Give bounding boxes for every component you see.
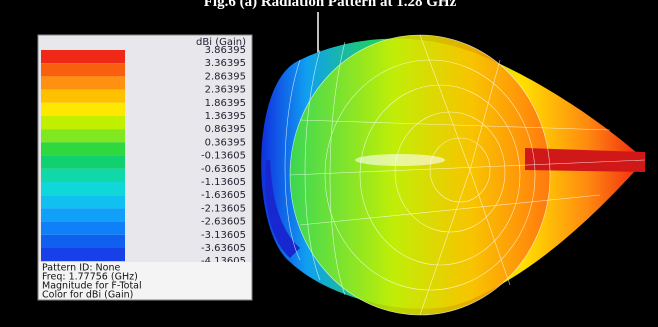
legend-swatch	[41, 142, 125, 155]
legend-label: -0.13605	[201, 151, 246, 162]
legend-label: 1.86395	[205, 98, 246, 109]
legend-label: 3.86395	[205, 45, 246, 56]
legend-label: 2.86395	[205, 71, 246, 82]
legend-label: -1.13605	[201, 177, 246, 188]
legend-swatch	[41, 76, 125, 89]
legend-label: -3.13605	[201, 230, 246, 241]
legend-swatch	[41, 169, 125, 182]
legend-label: 0.36395	[205, 137, 246, 148]
legend-label: 0.86395	[205, 124, 246, 135]
legend-swatch	[41, 208, 125, 221]
legend-label: -3.63605	[201, 243, 246, 254]
legend-swatch	[41, 103, 125, 116]
legend-label: -1.63605	[201, 190, 246, 201]
legend-swatch	[41, 182, 125, 195]
screenshot: Fig.6 (a) Radiation Pattern at 1.28 GHz …	[0, 0, 658, 327]
legend-label: -2.63605	[201, 217, 246, 228]
figure-title: Fig.6 (a) Radiation Pattern at 1.28 GHz	[204, 0, 457, 10]
info-line: Color for dBi (Gain)	[42, 290, 133, 301]
legend-swatch	[41, 156, 125, 169]
legend-swatch	[41, 235, 125, 248]
legend-swatch	[41, 222, 125, 235]
legend-swatch	[41, 90, 125, 103]
legend-label: 2.36395	[205, 85, 246, 96]
legend-swatch	[41, 116, 125, 129]
legend-swatch	[41, 63, 125, 76]
legend-swatch	[41, 195, 125, 208]
legend-label: -0.63605	[201, 164, 246, 175]
legend-label: 3.36395	[205, 58, 246, 69]
legend-swatch	[41, 248, 125, 261]
legend-label: 1.36395	[205, 111, 246, 122]
legend-swatch	[41, 129, 125, 142]
legend-label: -2.13605	[201, 203, 246, 214]
legend-swatch	[41, 50, 125, 63]
